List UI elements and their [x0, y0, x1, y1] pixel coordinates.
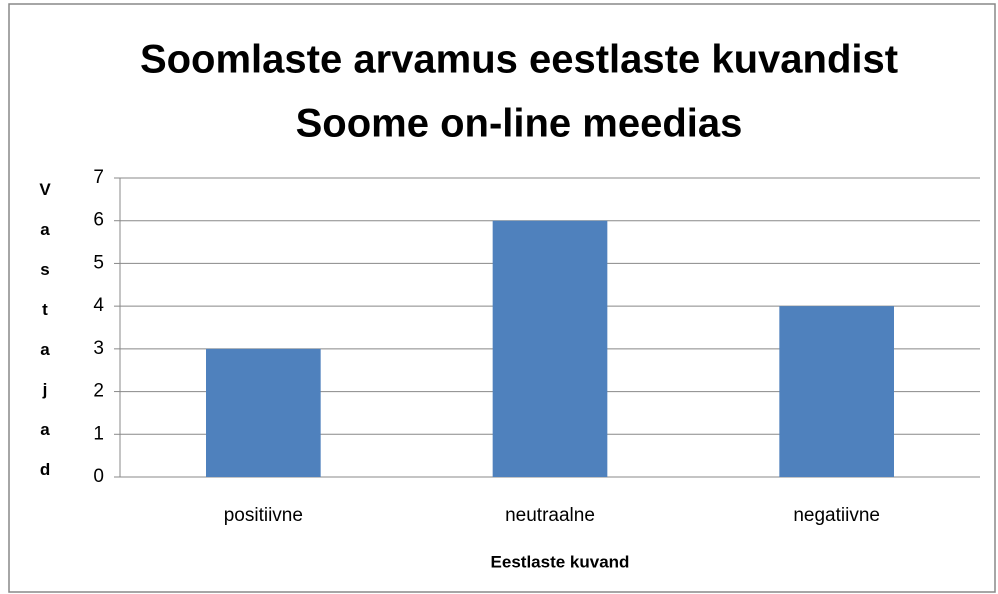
x-tick-label: neutraalne — [505, 505, 595, 526]
bar — [779, 306, 894, 477]
x-axis-title: Eestlaste kuvand — [491, 552, 630, 571]
y-axis-title: Vastajad — [36, 180, 55, 500]
y-tick-label: 1 — [93, 423, 104, 444]
y-tick-label: 5 — [93, 252, 104, 273]
y-tick-label: 3 — [93, 338, 104, 359]
chart-title: Soome on-line meedias — [296, 102, 743, 146]
y-tick-label: 2 — [93, 381, 104, 402]
y-tick-label: 7 — [93, 167, 104, 188]
bar — [206, 348, 321, 477]
chart-title: Soomlaste arvamus eestlaste kuvandist — [140, 38, 898, 82]
x-tick-label: negatiivne — [793, 505, 880, 526]
x-tick-label: positiivne — [224, 505, 303, 526]
y-tick-label: 6 — [93, 210, 104, 231]
bar — [492, 220, 608, 477]
y-tick-label: 0 — [93, 466, 104, 487]
y-tick-label: 4 — [93, 295, 104, 316]
